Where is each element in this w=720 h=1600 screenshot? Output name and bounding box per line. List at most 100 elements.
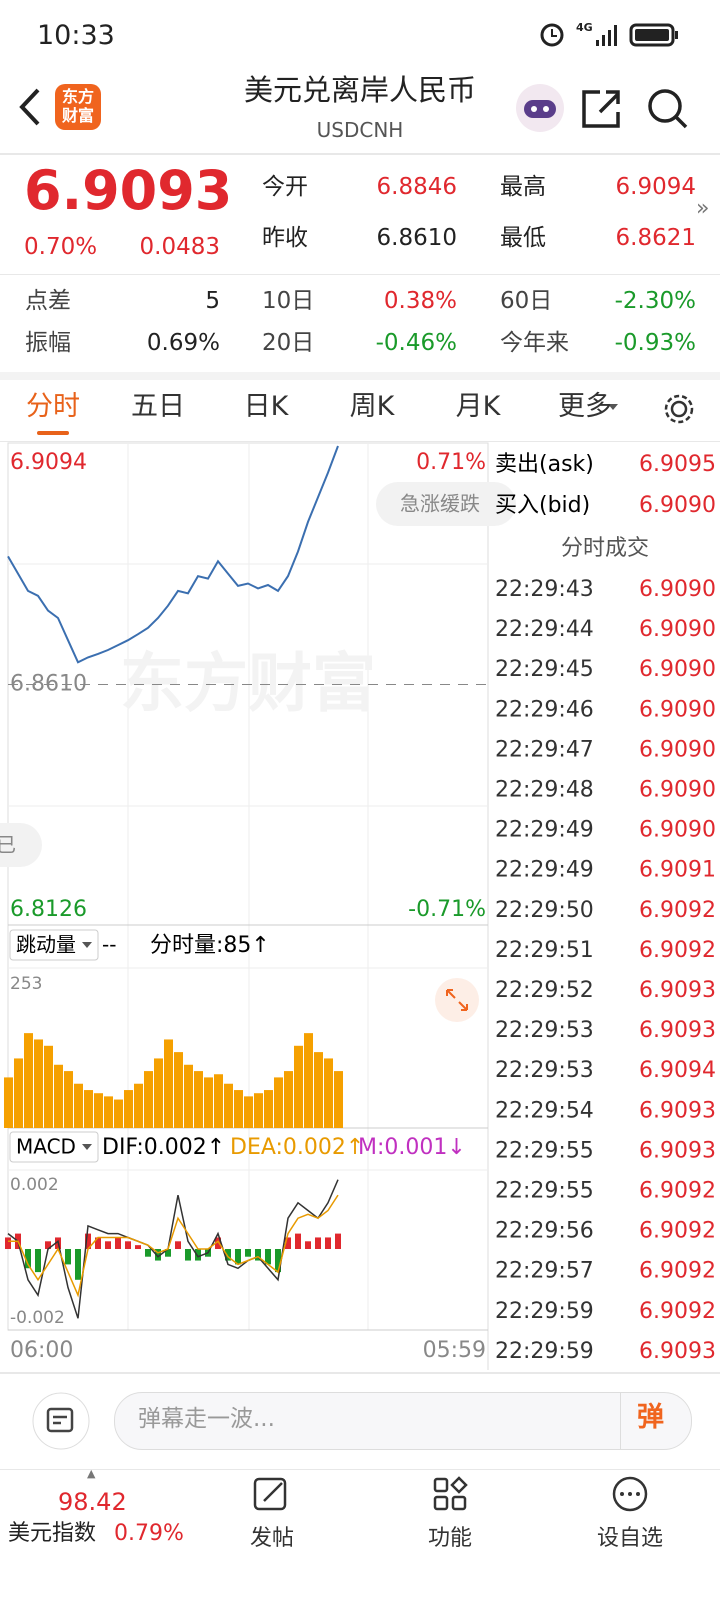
dif-line (7, 1179, 339, 1319)
trade-price: 6.9093 (639, 1138, 716, 1163)
trade-time: 22:29:59 (495, 1339, 594, 1364)
logo[interactable]: 东方 财富 (55, 84, 101, 130)
status-time: 10:33 (37, 20, 115, 51)
ob-label: 卖出(ask) (495, 452, 594, 477)
title: 美元兑离岸人民币 (243, 73, 476, 107)
macd-bar (305, 1241, 311, 1249)
tab[interactable]: 周K (349, 391, 395, 422)
prev-close: 6.8610 (10, 672, 87, 697)
macd-top: 0.002 (10, 1175, 59, 1195)
volume-bar (24, 1033, 33, 1128)
index-pct[interactable]: 0.79% (114, 1521, 184, 1546)
tab[interactable]: 五日 (131, 391, 185, 422)
network: 4G (576, 21, 593, 34)
macd-bar (95, 1237, 101, 1249)
tag-pill (376, 482, 516, 526)
macd-bar (115, 1237, 121, 1249)
volume-bar (224, 1083, 233, 1128)
trade-time: 22:29:55 (495, 1179, 594, 1204)
stat-label: 振幅 (25, 330, 71, 356)
index-value[interactable]: 98.42 (58, 1488, 127, 1516)
macd-bar (245, 1249, 251, 1257)
tab[interactable]: 日K (243, 391, 289, 422)
trade-time: 22:29:48 (495, 778, 594, 803)
chart-border (7, 442, 489, 1331)
trade-time: 22:29:49 (495, 818, 594, 843)
tab[interactable]: 更多 (558, 391, 612, 422)
nav-item[interactable]: 功能 (427, 1526, 472, 1551)
macd-bar (225, 1249, 231, 1261)
comment-icon[interactable] (30, 1392, 92, 1450)
trade-price: 6.9092 (639, 1219, 716, 1244)
trade-time: 22:29:51 (495, 938, 594, 963)
volume-dash: -- (102, 933, 116, 957)
volume-bar (44, 1045, 53, 1128)
field-label: 昨收 (262, 225, 308, 251)
trade-price: 6.9090 (639, 657, 716, 682)
macd-bar (45, 1241, 51, 1249)
stat-label: 60日 (500, 288, 553, 314)
comment-input[interactable] (114, 1392, 692, 1450)
volume-bar (14, 1058, 23, 1128)
field-value: 6.8846 (376, 174, 457, 200)
macd-selector-box[interactable] (9, 1131, 99, 1163)
trade-time: 22:29:53 (495, 1058, 594, 1083)
ob-label: 买入(bid) (495, 493, 590, 518)
tab[interactable]: 月K (455, 391, 501, 422)
nav-item[interactable]: 发帖 (249, 1526, 294, 1551)
trade-price: 6.9090 (639, 818, 716, 843)
volume-bar (84, 1090, 93, 1128)
volume-bar (124, 1090, 133, 1128)
nav-item[interactable]: 设自选 (596, 1526, 663, 1551)
volume-selector-box[interactable] (9, 929, 99, 961)
macd-bar (75, 1249, 81, 1280)
stat-label: 10日 (262, 288, 315, 314)
trade-price: 6.9093 (639, 1018, 716, 1043)
trade-price: 6.9092 (639, 1299, 716, 1324)
macd-bar (335, 1233, 341, 1249)
trade-time: 22:29:55 (495, 1138, 594, 1163)
tab-underline (37, 431, 69, 435)
trade-price: 6.9090 (639, 697, 716, 722)
volume-bar (274, 1077, 283, 1128)
volume-bar (174, 1052, 183, 1128)
dea-line (8, 1194, 339, 1298)
header-icons[interactable] (512, 82, 712, 138)
expand-icon[interactable] (446, 989, 468, 1011)
index-name[interactable]: 美元指数 (8, 1521, 97, 1546)
trade-time: 22:29:44 (495, 617, 594, 642)
macd-bar (265, 1249, 271, 1265)
volume-bar (254, 1093, 263, 1128)
macd-bar (145, 1249, 151, 1257)
volume-bar (294, 1045, 303, 1128)
field-value: 6.8610 (376, 225, 457, 251)
trade-price: 6.9093 (639, 1339, 716, 1364)
settings[interactable] (662, 392, 696, 426)
macd-bar (315, 1237, 321, 1249)
back-button[interactable] (14, 86, 44, 128)
trade-time: 22:29:46 (495, 697, 594, 722)
volume-bar (114, 1099, 123, 1128)
more-arrow[interactable]: » (696, 196, 710, 221)
volume-bar (54, 1064, 63, 1128)
volume-selector: 跳动量 (16, 933, 76, 957)
macd-bar (105, 1241, 111, 1249)
stat-value: 0.38% (383, 288, 457, 314)
logo-text: 财富 (61, 106, 94, 125)
volume-bar (304, 1033, 313, 1128)
volume-bar (74, 1083, 83, 1128)
volume-bar (234, 1090, 243, 1128)
stat-value: 0.69% (146, 330, 220, 356)
price-bottom: 6.8126 (10, 897, 87, 922)
tab[interactable]: 分时 (26, 391, 80, 422)
field-label: 最低 (500, 225, 546, 251)
stat-label: 点差 (25, 288, 71, 314)
field-label: 今开 (262, 174, 308, 200)
field-value: 6.8621 (615, 225, 696, 251)
comment-button[interactable]: 弹 (637, 1402, 664, 1433)
comment-placeholder: 弹幕走一波... (138, 1406, 275, 1432)
macd-bar (65, 1249, 71, 1265)
macd-bar (85, 1233, 91, 1249)
change-pct: 0.70% (24, 234, 98, 260)
